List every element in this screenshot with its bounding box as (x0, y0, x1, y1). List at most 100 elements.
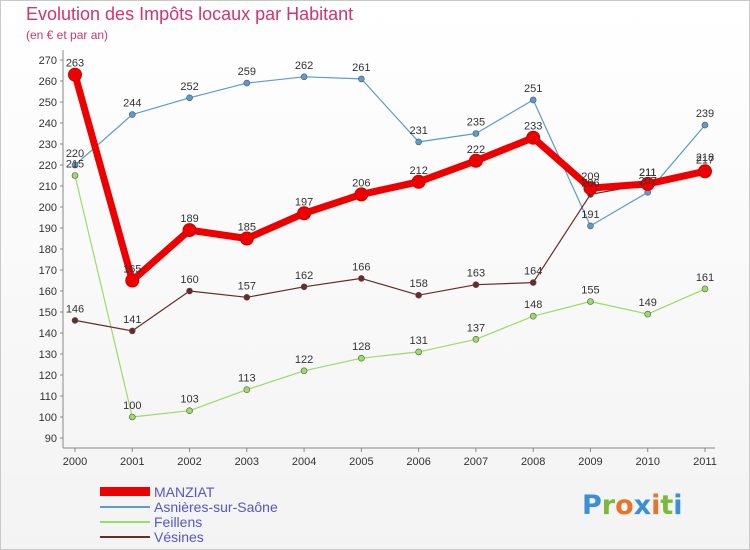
x-tick-label: 2000 (63, 456, 87, 468)
brand-letter: i (673, 490, 683, 521)
data-label-asnieres-sur-saone: 235 (467, 117, 485, 129)
data-point-asnieres-sur-saone (358, 75, 365, 83)
y-tick-label: 90 (45, 433, 57, 445)
data-point-vesines (186, 287, 193, 295)
x-tick-label: 2003 (235, 456, 259, 468)
data-point-manziat (297, 206, 312, 221)
data-label-vesines: 164 (524, 266, 542, 278)
data-point-feillens (587, 298, 594, 305)
x-tick-label: 2007 (464, 456, 488, 468)
data-label-feillens: 103 (180, 394, 198, 406)
data-label-feillens: 100 (123, 400, 141, 412)
data-point-feillens (529, 312, 537, 320)
data-label-feillens: 113 (238, 373, 256, 385)
data-label-vesines: 158 (409, 278, 427, 290)
data-point-vesines (358, 275, 365, 282)
data-label-manziat: 211 (639, 167, 657, 179)
chart-title: Evolution des Impôts locaux par Habitant (26, 4, 354, 24)
data-point-manziat (583, 181, 598, 196)
data-point-asnieres-sur-saone (300, 73, 308, 81)
legend-swatch-asnieres (100, 505, 150, 508)
data-point-feillens (128, 413, 136, 421)
y-tick-label: 270 (39, 55, 57, 67)
data-point-asnieres-sur-saone (186, 94, 193, 102)
brand-letter: r (601, 490, 616, 521)
y-tick-label: 180 (39, 244, 57, 256)
brand-logo: Proxiti (582, 490, 683, 521)
data-label-asnieres-sur-saone: 244 (123, 98, 141, 110)
x-tick-label: 2001 (120, 456, 144, 468)
y-tick-label: 230 (39, 139, 57, 151)
data-label-manziat: 209 (581, 171, 599, 183)
data-label-asnieres-sur-saone: 252 (180, 81, 198, 93)
data-label-vesines: 146 (66, 303, 84, 315)
data-point-feillens (472, 335, 480, 343)
data-point-feillens (644, 310, 652, 318)
legend-label: Asnières-sur-Saône (154, 498, 278, 515)
x-tick-label: 2004 (292, 456, 316, 468)
y-tick-label: 140 (39, 328, 57, 340)
legend-swatch-feillens (100, 520, 150, 523)
x-tick-label: 2008 (521, 456, 545, 468)
data-point-manziat (182, 223, 197, 238)
legend-swatch-manziat (100, 487, 150, 496)
brand-letter: P (582, 490, 602, 521)
brand-letter: x (633, 490, 652, 521)
data-point-feillens (300, 367, 308, 375)
y-tick-label: 130 (39, 349, 57, 361)
data-label-asnieres-sur-saone: 239 (696, 108, 714, 120)
data-label-asnieres-sur-saone: 261 (352, 62, 370, 74)
data-label-manziat: 217 (696, 154, 714, 166)
x-tick-label: 2011 (693, 456, 717, 468)
data-point-vesines (243, 293, 251, 301)
legend-item-asnieres: Asnières-sur-Saône (100, 498, 278, 515)
data-label-asnieres-sur-saone: 259 (238, 66, 256, 78)
legend-label: Vésines (154, 528, 204, 545)
legend-label: Feillens (154, 513, 203, 530)
data-point-manziat (468, 153, 483, 168)
data-label-feillens: 137 (467, 322, 485, 334)
data-label-vesines: 162 (295, 270, 313, 282)
data-point-manziat (354, 187, 369, 202)
legend-item-vesines: Vésines (100, 528, 278, 545)
data-label-feillens: 131 (409, 335, 427, 347)
brand-letter: i (651, 490, 661, 521)
y-tick-label: 100 (39, 412, 57, 424)
data-label-feillens: 161 (696, 272, 714, 284)
data-point-asnieres-sur-saone (529, 96, 537, 104)
y-tick-label: 200 (39, 202, 57, 214)
data-point-feillens (358, 354, 365, 362)
legend-swatch-vesines (100, 535, 150, 538)
data-label-asnieres-sur-saone: 207 (639, 175, 657, 187)
data-point-feillens (243, 386, 251, 394)
data-label-manziat: 165 (123, 264, 141, 276)
data-point-vesines (472, 281, 480, 289)
data-point-asnieres-sur-saone (701, 121, 709, 129)
data-label-vesines: 206 (581, 177, 599, 189)
data-point-feillens (186, 407, 193, 415)
data-label-asnieres-sur-saone: 191 (581, 209, 599, 221)
data-point-vesines (128, 327, 136, 335)
x-tick-label: 2006 (406, 456, 430, 468)
x-tick-label: 2002 (177, 456, 201, 468)
data-label-feillens: 128 (352, 341, 370, 353)
legend-item-manziat: MANZIAT (100, 484, 278, 500)
data-label-feillens: 149 (639, 297, 657, 309)
x-tick-label: 2010 (635, 456, 659, 468)
brand-letter: t (660, 490, 674, 521)
data-point-manziat (68, 67, 82, 82)
data-label-asnieres-sur-saone: 262 (295, 60, 313, 72)
y-tick-label: 240 (39, 118, 57, 130)
data-label-asnieres-sur-saone: 220 (66, 148, 84, 160)
data-label-manziat: 197 (295, 196, 313, 208)
data-label-feillens: 155 (581, 285, 599, 297)
data-point-asnieres-sur-saone (587, 222, 594, 230)
data-point-asnieres-sur-saone (415, 138, 422, 146)
data-label-feillens: 215 (66, 159, 84, 171)
data-label-feillens: 122 (295, 354, 313, 366)
y-tick-label: 190 (39, 223, 57, 235)
x-tick-label: 2009 (578, 456, 602, 468)
data-label-manziat: 185 (238, 222, 256, 234)
data-label-asnieres-sur-saone: 231 (409, 125, 427, 137)
